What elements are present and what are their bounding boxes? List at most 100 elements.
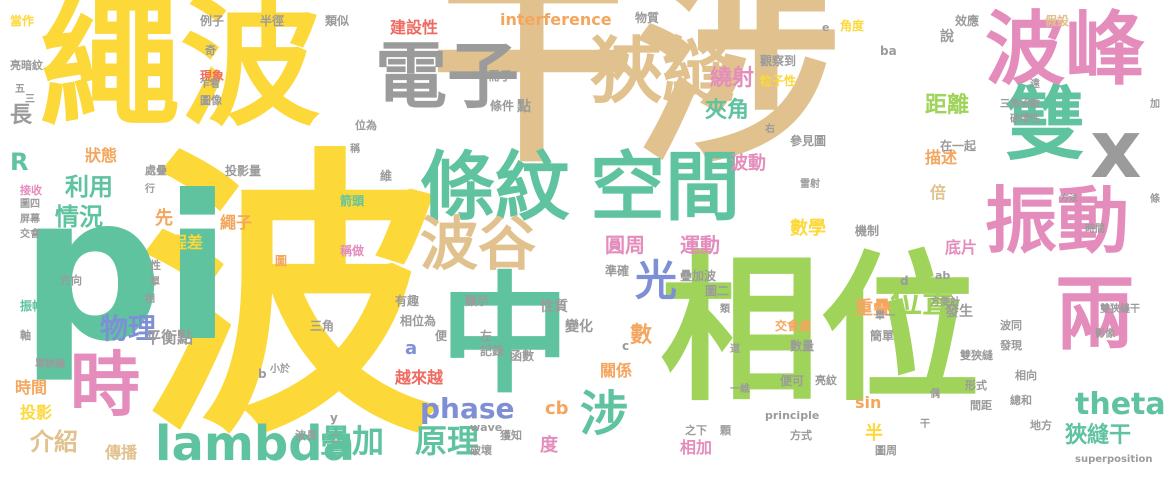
word-term-78: 位為 [355, 119, 377, 132]
word-term-160: 偶 [930, 389, 940, 400]
word-term-103: 獲知 [500, 429, 522, 442]
word-term-169: 二 [330, 434, 340, 445]
word-term-100: 函數 [510, 349, 535, 363]
word-term-90: 軸 [20, 329, 31, 342]
word-term-70: 假設 [1045, 14, 1070, 28]
word-term-76: 現象 [200, 69, 225, 83]
word-term-72: 例子 [200, 14, 225, 28]
word-cb: cb [545, 398, 569, 419]
word-term-126: 波同 [1000, 319, 1022, 332]
word-term-55: 相加 [680, 438, 713, 457]
word-term-77: 圖像 [200, 94, 222, 107]
word-term-151: 稱 [350, 144, 360, 155]
word-term-161: 干 [920, 419, 930, 430]
word-term-62: 繩子 [220, 213, 253, 232]
word-term-34: 距離 [925, 93, 970, 118]
word-term-73: 半徑 [260, 14, 285, 28]
word-term-66: 觀察到 [760, 54, 797, 68]
word-term-82: 圖四 [20, 199, 40, 210]
word-wave: wave [470, 421, 503, 434]
word-term-79: 處疊 [145, 164, 167, 177]
word-term-16: 波谷 [420, 210, 537, 278]
word-term-45: 倍 [930, 183, 947, 202]
word-term-7: 電子 [375, 34, 520, 118]
word-term-13: 振動 [985, 179, 1130, 263]
word-term-105: 之下 [685, 424, 707, 437]
word-phase: phase [420, 392, 515, 425]
word-term-152: 維 [380, 169, 393, 183]
word-term-11: 條紋 [420, 143, 571, 231]
word-term-111: 數量 [790, 339, 815, 353]
word-term-44: 發生 [945, 304, 973, 320]
word-term-35: 繞射 [710, 66, 755, 91]
word-term-107: 準確 [605, 264, 630, 278]
word-term-57: 投影 [20, 403, 53, 422]
word-term-18: 涉 [580, 386, 629, 442]
word-ab: ab [935, 269, 951, 282]
word-term-53: 半 [865, 423, 883, 444]
word-term-1: 波 [140, 125, 440, 474]
word-c: c [622, 339, 630, 353]
word-term-116: 圖周 [875, 444, 897, 457]
word-term-165: 條 [1150, 194, 1160, 205]
word-a: a [405, 338, 418, 359]
word-term-41: 關係 [600, 361, 633, 380]
word-term-158: 道 [730, 344, 740, 355]
word-ba: ba [880, 44, 897, 58]
word-term-28: 情況 [55, 203, 103, 231]
word-term-68: 角度 [840, 19, 865, 33]
word-term-27: 利用 [65, 173, 113, 201]
word-term-61: 先 [155, 208, 173, 229]
word-term-102: 波長 [295, 429, 317, 442]
word-term-42: 數 [630, 323, 653, 348]
word-term-71: 當作 [10, 14, 35, 28]
word-term-121: 發現 [1000, 339, 1022, 352]
word-term-133: 參見圖 [790, 134, 827, 148]
word-term-38: 圓周 [605, 233, 645, 257]
word-term-153: 性 [150, 259, 161, 272]
word-term-164: 方法 [1060, 194, 1079, 204]
word-term-115: 方式 [790, 429, 812, 442]
word-term-148: 乍看 [200, 79, 220, 90]
word-term-47: 性質 [540, 299, 568, 315]
word-term-0: 干涉 [430, 0, 840, 191]
word-b: b [258, 367, 267, 381]
word-term-86: 稱做 [340, 244, 365, 258]
word-term-166: 遠 [1030, 79, 1040, 90]
word-term-147: 奇 [205, 44, 216, 57]
word-term-95: 顯示 [465, 294, 490, 308]
word-term-24: 狹縫干 [1065, 423, 1132, 448]
word-term-157: 類 [720, 304, 730, 315]
word-term-80: 投影量 [225, 164, 262, 178]
word-term-49: 越來越 [395, 368, 444, 387]
word-d: d [900, 274, 909, 288]
word-term-117: 亮紋 [815, 374, 837, 387]
word-term-96: 相位為 [400, 314, 437, 328]
word-term-122: 雙狹縫 [960, 349, 993, 362]
word-term-135: 時間 [1085, 224, 1105, 235]
word-term-14: 兩 [1055, 268, 1135, 361]
word-term-159: 一維 [730, 384, 750, 395]
word-term-168: 單一 [875, 311, 895, 322]
word-term-32: 狀態 [85, 146, 118, 165]
word-term-92: 小於 [270, 364, 290, 375]
word-term-60: 光程差 [155, 233, 204, 252]
word-theta: theta [1075, 387, 1166, 422]
word-term-106: 顆 [720, 424, 731, 437]
word-e: e [822, 21, 830, 34]
word-term-3: 相位 [660, 236, 981, 423]
word-interference: interference [500, 10, 612, 29]
word-term-98: 記錄 [480, 344, 505, 358]
word-term-155: 相 [145, 294, 155, 305]
word-term-21: 原理 [415, 422, 480, 460]
word-term-56: 時間 [15, 378, 48, 397]
word-term-85: 箭頭 [340, 194, 365, 208]
word-principle: principle [765, 409, 820, 422]
word-term-31: 長 [10, 103, 33, 128]
word-term-167: 加 [1150, 99, 1160, 110]
word-term-97: 左 [480, 329, 493, 343]
word-sin: sin [855, 393, 882, 412]
word-term-128: 雙狹縫干 [1100, 304, 1140, 315]
word-term-113: 便可 [780, 374, 805, 388]
word-term-40: 數學 [790, 218, 826, 239]
